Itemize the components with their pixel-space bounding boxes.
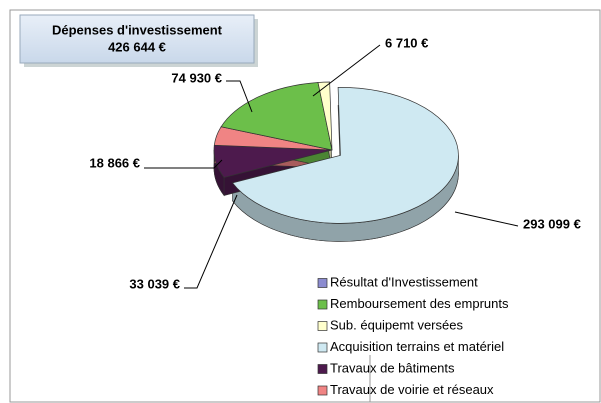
legend-label: Sub. équipemt versées — [330, 317, 463, 332]
data-label: 6 710 € — [385, 35, 428, 50]
legend-swatch — [317, 342, 328, 353]
legend-swatch — [317, 278, 328, 288]
title-box — [19, 14, 255, 64]
legend-swatch — [317, 321, 328, 331]
frame — [9, 9, 601, 403]
legend-label: Acquisition terrains et matériel — [330, 339, 504, 354]
chart-subtitle: 426 644 € — [108, 39, 166, 54]
data-label: 74 930 € — [171, 70, 222, 85]
slice — [220, 82, 333, 151]
chart-title: Dépenses d'investissement — [52, 22, 223, 37]
leader-line — [226, 80, 253, 113]
legend-swatch — [317, 299, 328, 310]
legend-label: Résultat d'Investissement — [330, 274, 478, 289]
legend-swatch — [317, 385, 328, 396]
legend-label: Travaux de bâtiments — [330, 360, 455, 375]
leader-line — [144, 159, 223, 169]
leader-line — [312, 44, 381, 97]
pie — [213, 81, 459, 242]
labels: 74 930 € 6 710 € 293 099 € 33 039 € 18 866 € — [89, 35, 580, 291]
data-label: 293 099 € — [523, 216, 581, 231]
legend: Résultat d'Investissement Remboursement d… — [317, 274, 509, 402]
legend-label: Travaux de voirie et réseaux — [330, 382, 494, 397]
leader-line — [184, 194, 238, 289]
legend-label: Remboursement des emprunts — [330, 296, 509, 311]
slice — [317, 81, 333, 151]
slice — [231, 87, 459, 224]
data-label: 33 039 € — [129, 276, 180, 291]
data-label: 18 866 € — [89, 155, 140, 170]
leader-line — [454, 211, 519, 227]
legend-swatch — [317, 364, 328, 374]
